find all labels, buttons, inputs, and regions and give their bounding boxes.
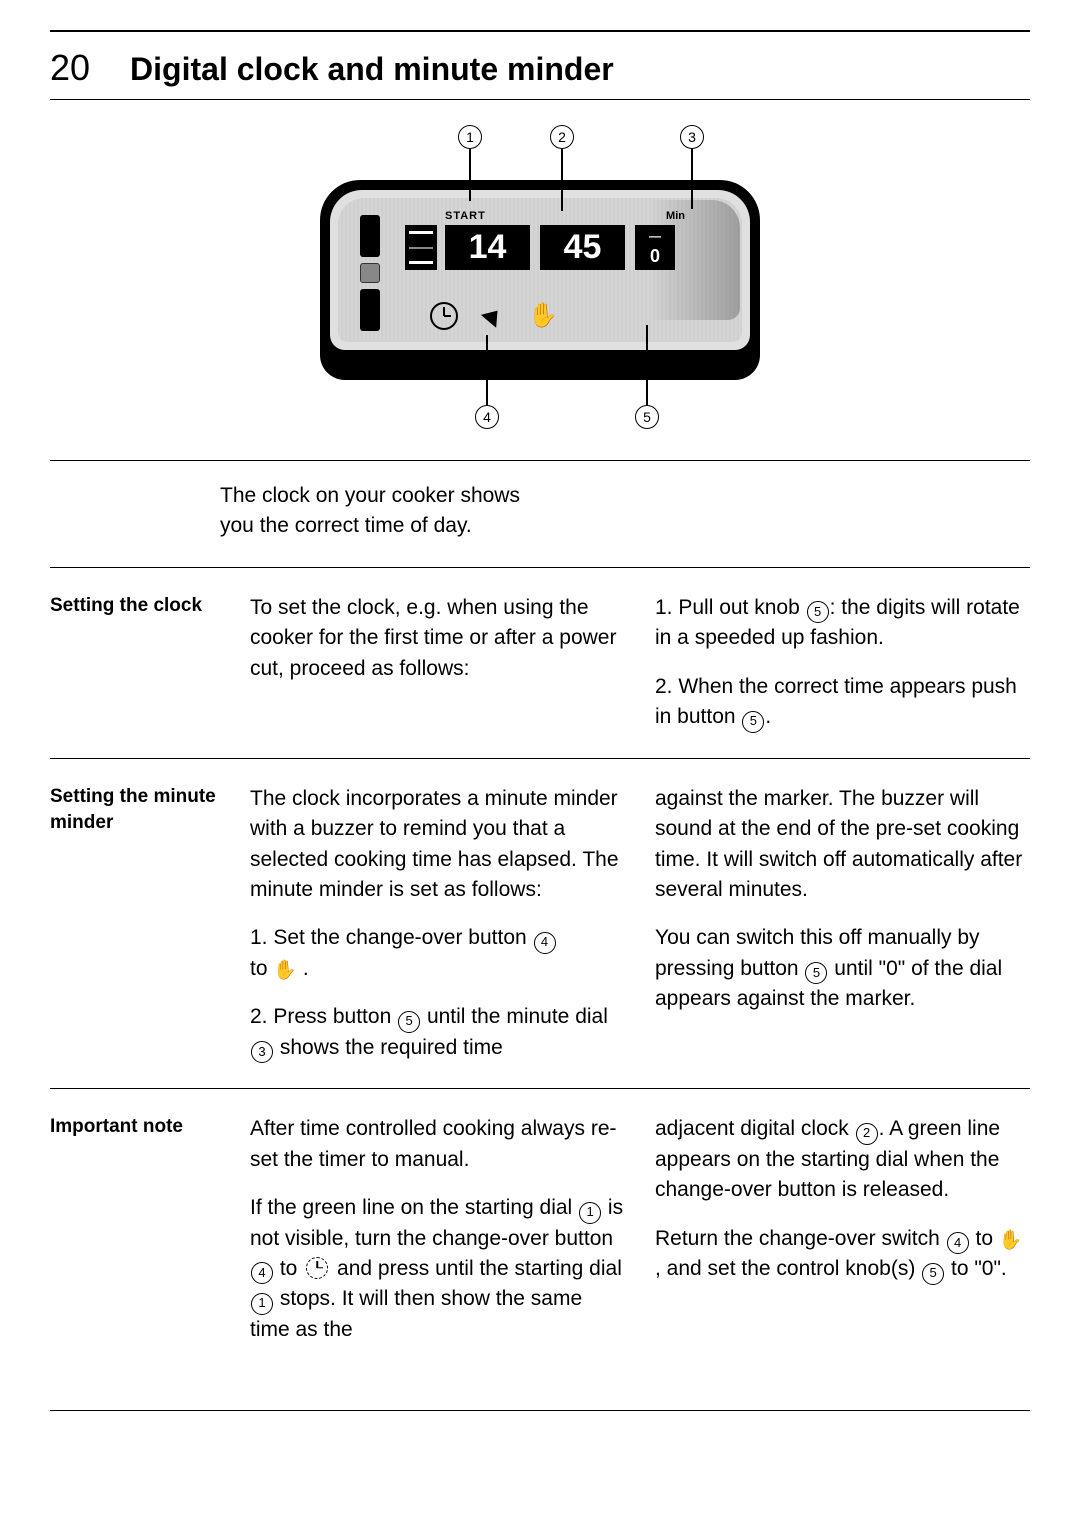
section3-label: Important note — [50, 1114, 220, 1345]
lead-3 — [691, 149, 693, 209]
section-minute-minder: Setting the minute minder The clock inco… — [50, 759, 1030, 1089]
button-top-icon — [360, 215, 380, 257]
device-face: START Min 14 45 — 0 ✋ — [330, 190, 750, 350]
s1-r-p1a: 1. Pull out knob — [655, 596, 800, 619]
s3-r-p2b: to — [976, 1227, 999, 1250]
circled-1-icon: 1 — [579, 1202, 601, 1224]
s2-l-p3a: 2. Press button — [250, 1005, 391, 1028]
s2-r-p1: against the marker. The buzzer will soun… — [655, 784, 1030, 906]
s2-l-p2a: 1. Set the change-over button — [250, 926, 527, 949]
callout-1: 1 — [458, 125, 482, 149]
clock-mode-icon — [430, 302, 458, 330]
clock-device: START Min 14 45 — 0 ✋ — [320, 180, 760, 380]
s3-l-p2d: and press until the starting dial — [331, 1257, 622, 1280]
header: 20 Digital clock and minute minder — [50, 47, 1030, 89]
s3-l-p2e: stops. It will then show the same time a… — [250, 1287, 582, 1340]
circled-4-icon: 4 — [534, 932, 556, 954]
min-dial-digit: 0 — [650, 247, 660, 265]
circled-5-icon: 5 — [742, 711, 764, 733]
lead-5 — [646, 325, 648, 405]
s2-l-p3c: shows the required time — [280, 1036, 503, 1059]
section3-right: adjacent digital clock 2. A green line a… — [655, 1114, 1030, 1345]
circled-5-icon: 5 — [805, 962, 827, 984]
hand-icon: ✋ — [999, 1230, 1023, 1251]
bottom-rule — [50, 1410, 1030, 1411]
circled-1-icon: 1 — [251, 1293, 273, 1315]
page-number: 20 — [50, 47, 90, 89]
s2-l-p1: The clock incorporates a minute minder w… — [250, 784, 625, 906]
section2-right: against the marker. The buzzer will soun… — [655, 784, 1030, 1064]
min-label: Min — [666, 210, 685, 222]
section-important-note: Important note After time controlled coo… — [50, 1089, 1030, 1370]
hours-display: 14 — [445, 225, 530, 270]
circled-5-icon: 5 — [922, 1263, 944, 1285]
start-label: START — [445, 210, 486, 222]
circled-4-icon: 4 — [251, 1262, 273, 1284]
section3-left: After time controlled cooking always re-… — [250, 1114, 625, 1345]
callout-5: 5 — [635, 405, 659, 429]
minutes-display: 45 — [540, 225, 625, 270]
s3-l-p1: After time controlled cooking always re-… — [250, 1114, 625, 1175]
circled-2-icon: 2 — [856, 1123, 878, 1145]
s3-r-p2a: Return the change-over switch — [655, 1227, 940, 1250]
callout-4: 4 — [475, 405, 499, 429]
changeover-arrow-icon — [481, 304, 505, 328]
min-dial-mark: — — [649, 230, 661, 242]
page-title: Digital clock and minute minder — [130, 51, 614, 88]
manual-hand-icon: ✋ — [528, 301, 558, 330]
s1-r-p2: 2. When the correct time appears push in… — [655, 672, 1030, 733]
circled-5-icon: 5 — [807, 601, 829, 623]
callout-2: 2 — [550, 125, 574, 149]
section1-right: 1. Pull out knob 5: the digits will rota… — [655, 593, 1030, 733]
section1-label: Setting the clock — [50, 593, 220, 733]
min-dial: — 0 — [635, 225, 675, 270]
s3-r-p2c: , and set the control knob(s) — [655, 1257, 915, 1280]
button-mid-icon — [360, 263, 380, 283]
s1-r-p1: 1. Pull out knob 5: the digits will rota… — [655, 593, 1030, 654]
s3-r-p1: adjacent digital clock 2. A green line a… — [655, 1114, 1030, 1205]
intro-text: The clock on your cooker shows you the c… — [50, 461, 1030, 567]
display-area: START Min 14 45 — 0 — [405, 210, 685, 280]
button-bottom-icon — [360, 289, 380, 331]
s2-l-p2b: to — [250, 957, 273, 980]
circled-5-icon: 5 — [398, 1011, 420, 1033]
s2-l-p2c: . — [297, 957, 309, 980]
s1-l-p1: To set the clock, e.g. when using the co… — [250, 593, 625, 684]
s3-l-p2: If the green line on the starting dial 1… — [250, 1193, 625, 1345]
s2-l-p3b: until the minute dial — [427, 1005, 608, 1028]
clock-dashed-icon — [306, 1257, 328, 1279]
lead-4 — [486, 335, 488, 405]
circled-4-icon: 4 — [947, 1232, 969, 1254]
hand-icon: ✋ — [273, 960, 297, 981]
start-dial-icon — [405, 225, 437, 270]
circled-3-icon: 3 — [251, 1041, 273, 1063]
clock-diagram: 1 2 3 4 5 START Min — [280, 125, 800, 435]
bottom-controls: ✋ — [430, 301, 558, 330]
s3-r-p2: Return the change-over switch 4 to ✋ , a… — [655, 1224, 1030, 1285]
s3-r-p1a: adjacent digital clock — [655, 1117, 849, 1140]
s1-r-p2a: 2. When the correct time appears push in… — [655, 675, 1017, 728]
lead-2 — [561, 149, 563, 211]
callout-3: 3 — [680, 125, 704, 149]
s1-r-p2b: . — [765, 705, 771, 728]
lead-1 — [469, 149, 471, 201]
left-button-group — [360, 215, 380, 331]
intro-line2: you the correct time of day. — [220, 514, 472, 537]
s2-l-p3: 2. Press button 5 until the minute dial … — [250, 1002, 625, 1063]
section-setting-clock: Setting the clock To set the clock, e.g.… — [50, 568, 1030, 758]
s2-l-p2: 1. Set the change-over button 4 to ✋ . — [250, 923, 625, 984]
s3-l-p2c: to — [280, 1257, 303, 1280]
section1-left: To set the clock, e.g. when using the co… — [250, 593, 625, 733]
section2-label: Setting the minute minder — [50, 784, 220, 1064]
s3-r-p2d: to "0". — [951, 1257, 1007, 1280]
section2-left: The clock incorporates a minute minder w… — [250, 784, 625, 1064]
intro-line1: The clock on your cooker shows — [220, 484, 520, 507]
top-rule — [50, 30, 1030, 32]
diagram-container: 1 2 3 4 5 START Min — [50, 100, 1030, 460]
s2-r-p2: You can switch this off manually by pres… — [655, 923, 1030, 1014]
s3-l-p2a: If the green line on the starting dial — [250, 1196, 572, 1219]
